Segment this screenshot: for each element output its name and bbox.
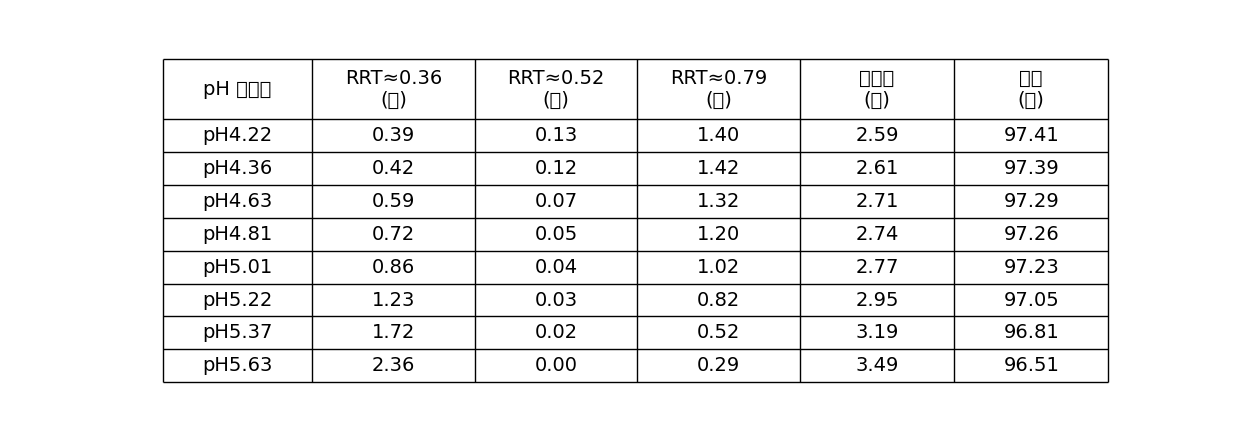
Text: 总杂质: 总杂质 [859, 69, 895, 88]
Text: 0.52: 0.52 [697, 323, 740, 342]
Text: pH5.22: pH5.22 [202, 290, 273, 309]
Text: 0.29: 0.29 [697, 356, 740, 375]
Text: pH4.81: pH4.81 [202, 225, 273, 244]
Text: pH5.37: pH5.37 [202, 323, 273, 342]
Text: 主峰: 主峰 [1019, 69, 1043, 88]
Text: 96.51: 96.51 [1003, 356, 1059, 375]
Text: 0.42: 0.42 [372, 159, 415, 178]
Text: RRT≈0.79: RRT≈0.79 [670, 69, 768, 88]
Text: 0.03: 0.03 [534, 290, 578, 309]
Text: 1.02: 1.02 [697, 258, 740, 276]
Text: 0.13: 0.13 [534, 126, 578, 145]
Text: 0.02: 0.02 [534, 323, 578, 342]
Text: 0.05: 0.05 [534, 225, 578, 244]
Text: 2.74: 2.74 [856, 225, 899, 244]
Text: RRT≈0.52: RRT≈0.52 [507, 69, 605, 88]
Text: pH4.22: pH4.22 [202, 126, 273, 145]
Text: 1.72: 1.72 [372, 323, 415, 342]
Text: pH4.36: pH4.36 [202, 159, 273, 178]
Text: 1.20: 1.20 [697, 225, 740, 244]
Text: 96.81: 96.81 [1003, 323, 1059, 342]
Text: 0.07: 0.07 [534, 192, 578, 211]
Text: 97.39: 97.39 [1003, 159, 1059, 178]
Text: 2.59: 2.59 [856, 126, 899, 145]
Text: 0.72: 0.72 [372, 225, 415, 244]
Text: 3.49: 3.49 [856, 356, 899, 375]
Text: 97.41: 97.41 [1003, 126, 1059, 145]
Text: (％): (％) [379, 90, 407, 109]
Text: 0.04: 0.04 [534, 258, 578, 276]
Text: 0.59: 0.59 [372, 192, 415, 211]
Text: 2.61: 2.61 [856, 159, 899, 178]
Text: pH5.01: pH5.01 [202, 258, 273, 276]
Text: (％): (％) [706, 90, 732, 109]
Text: 1.40: 1.40 [697, 126, 740, 145]
Text: 97.23: 97.23 [1003, 258, 1059, 276]
Text: 0.39: 0.39 [372, 126, 415, 145]
Text: (％): (％) [543, 90, 569, 109]
Text: 97.29: 97.29 [1003, 192, 1059, 211]
Text: 3.19: 3.19 [856, 323, 899, 342]
Text: 0.12: 0.12 [534, 159, 578, 178]
Text: (％): (％) [1018, 90, 1044, 109]
Text: pH4.63: pH4.63 [202, 192, 273, 211]
Text: pH5.63: pH5.63 [202, 356, 273, 375]
Text: pH 値范围: pH 値范围 [203, 80, 272, 99]
Text: RRT≈0.36: RRT≈0.36 [345, 69, 441, 88]
Text: 2.71: 2.71 [856, 192, 899, 211]
Text: 2.36: 2.36 [372, 356, 415, 375]
Text: 2.95: 2.95 [856, 290, 899, 309]
Text: (％): (％) [864, 90, 890, 109]
Text: 2.77: 2.77 [856, 258, 899, 276]
Text: 1.42: 1.42 [697, 159, 740, 178]
Text: 97.05: 97.05 [1003, 290, 1059, 309]
Text: 0.82: 0.82 [697, 290, 740, 309]
Text: 1.23: 1.23 [372, 290, 415, 309]
Text: 0.00: 0.00 [534, 356, 578, 375]
Text: 0.86: 0.86 [372, 258, 415, 276]
Text: 97.26: 97.26 [1003, 225, 1059, 244]
Text: 1.32: 1.32 [697, 192, 740, 211]
